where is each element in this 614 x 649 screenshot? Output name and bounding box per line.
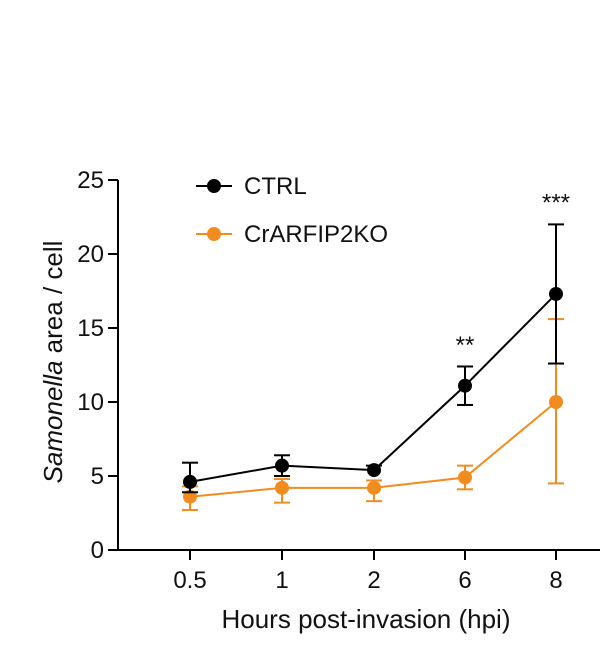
x-tick-label: 6 — [458, 567, 471, 594]
annotations: ***** — [456, 190, 570, 359]
legend-label: CTRL — [244, 173, 307, 200]
series-crarfip2ko — [182, 318, 564, 512]
data-point — [275, 458, 289, 473]
series-layer — [182, 223, 564, 512]
x-tick-label: 8 — [549, 567, 562, 594]
y-tick-label: 0 — [91, 537, 104, 564]
x-tick-label: 1 — [275, 567, 288, 594]
data-point — [458, 378, 472, 393]
x-tick-label: 2 — [367, 567, 380, 594]
y-tick-label: 20 — [77, 241, 104, 268]
x-axis-title: Hours post-invasion (hpi) — [221, 604, 510, 634]
y-axis-title-rest: area / cell — [38, 241, 68, 361]
series-ctrl — [182, 223, 564, 494]
y-tick-label: 10 — [77, 389, 104, 416]
y-tick-label: 5 — [91, 463, 104, 490]
y-tick-label: 15 — [77, 315, 104, 342]
data-point — [549, 286, 563, 301]
y-axis-title-italic: Samonella — [38, 361, 68, 484]
y-tick-label: 25 — [77, 167, 104, 194]
significance-label: *** — [542, 190, 570, 217]
data-point — [367, 463, 381, 478]
x-tick-label: 0.5 — [173, 567, 206, 594]
axes: 0 5 10 15 20 25 0.5 1 2 6 8 — [77, 167, 600, 594]
significance-label: ** — [456, 332, 475, 359]
data-point — [275, 480, 289, 495]
legend-marker — [207, 227, 221, 241]
data-point — [549, 395, 563, 409]
legend-marker — [207, 179, 221, 193]
data-point — [367, 480, 381, 495]
data-point — [458, 470, 472, 485]
series-line — [189, 293, 557, 483]
legend: CTRL CrARFIP2KO — [196, 173, 388, 248]
y-axis-title: Samonella area / cell — [38, 241, 68, 484]
data-point — [183, 474, 197, 489]
legend-label: CrARFIP2KO — [244, 221, 388, 248]
